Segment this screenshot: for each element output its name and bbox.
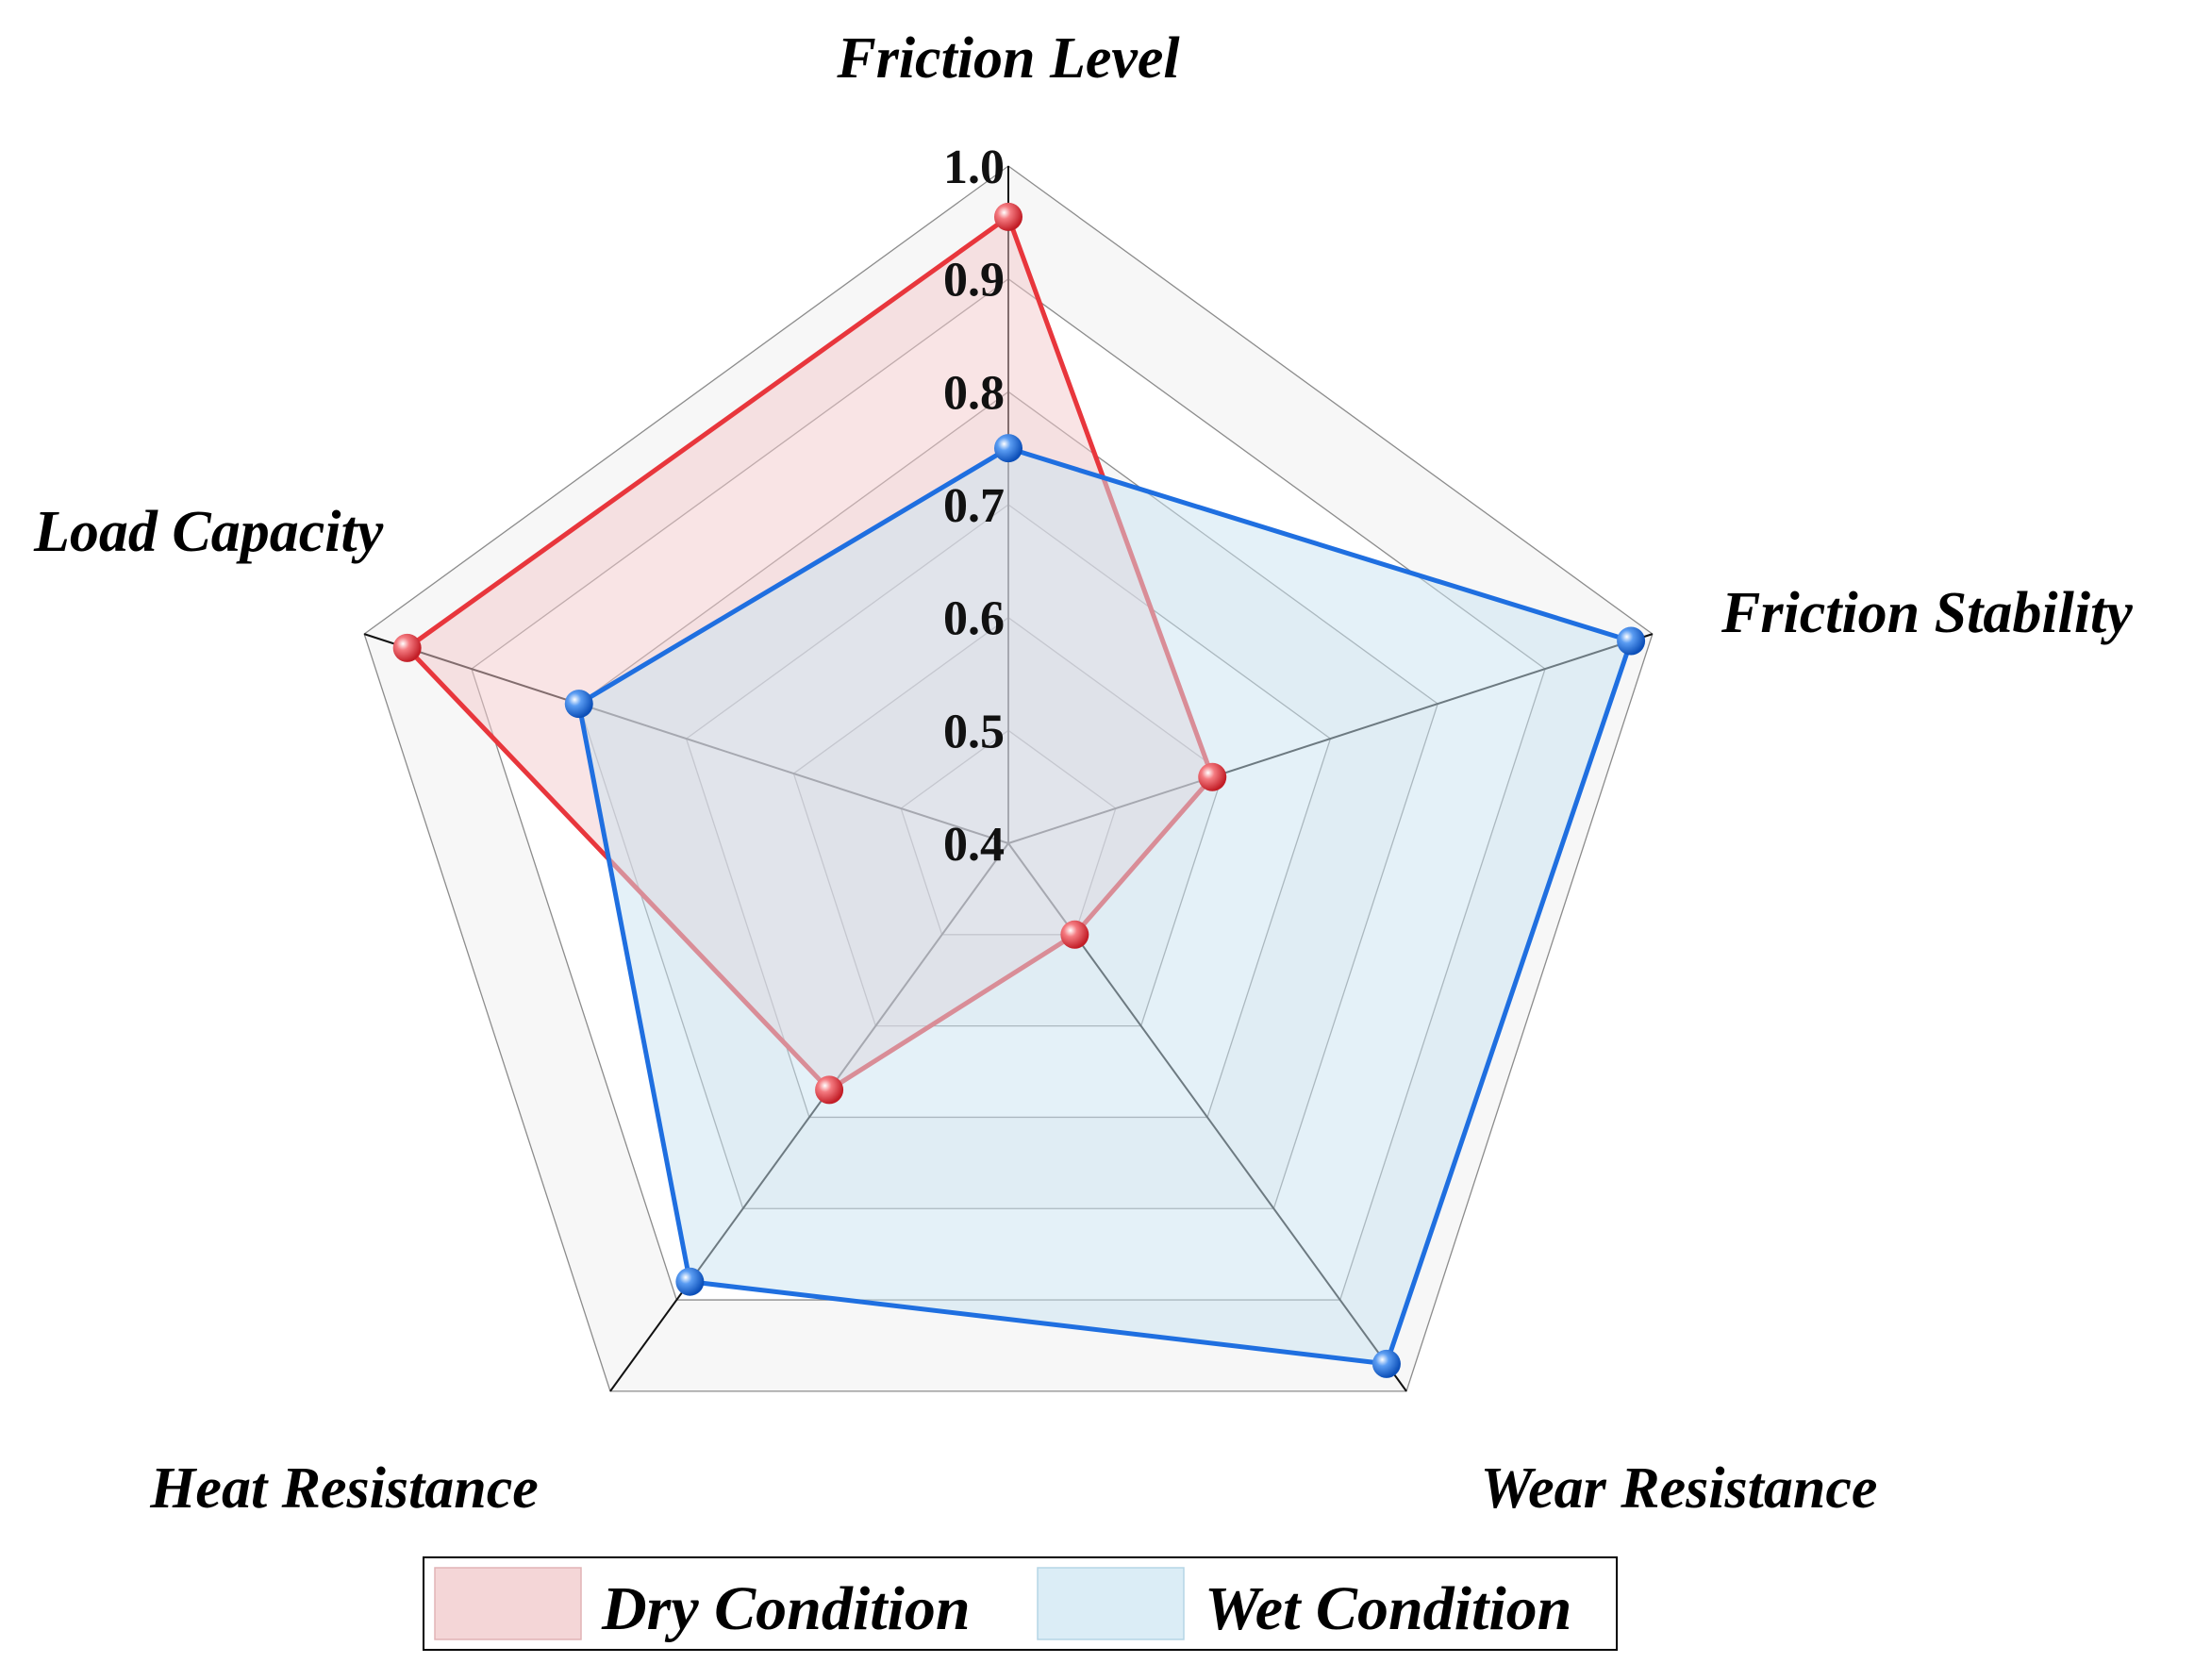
- axis-label: Friction Stability: [1721, 581, 2133, 645]
- tick-label: 0.8: [943, 366, 1005, 420]
- legend-frame: [423, 1556, 1618, 1651]
- data-point-dry: [815, 1075, 844, 1105]
- data-point-wet: [994, 434, 1022, 463]
- legend-label-dry: Dry Condition: [601, 1574, 971, 1643]
- legend-swatch-wet: [1037, 1567, 1185, 1640]
- data-point-wet: [675, 1267, 705, 1296]
- data-point-dry: [1198, 762, 1227, 791]
- tick-label: 0.7: [943, 479, 1005, 533]
- grid-ring: [363, 165, 1654, 1392]
- tick-label: 0.4: [943, 818, 1005, 872]
- radial-tick-labels: 0.4 0.5 0.6 0.7 0.8 0.9 1.0: [943, 141, 1005, 872]
- data-point-wet: [564, 690, 593, 719]
- axis-labels: Friction Level Friction Stability Wear Res…: [33, 26, 2133, 1521]
- data-point-wet: [1617, 626, 1646, 656]
- legend-label-wet: Wet Condition: [1205, 1574, 1571, 1643]
- axis-label: Wear Resistance: [1481, 1456, 1878, 1521]
- axis-label: Load Capacity: [33, 500, 384, 564]
- data-point-dry: [994, 202, 1022, 231]
- tick-label: 0.6: [943, 592, 1005, 646]
- series-markers: [392, 202, 1646, 1378]
- data-point-dry: [1060, 920, 1089, 949]
- tick-label: 1.0: [943, 141, 1005, 194]
- legend: Dry Condition Wet Condition: [423, 1556, 1618, 1651]
- axis-label: Heat Resistance: [149, 1456, 539, 1521]
- tick-label: 0.5: [943, 705, 1005, 758]
- data-point-wet: [1371, 1349, 1401, 1378]
- tick-label: 0.9: [943, 254, 1005, 308]
- legend-swatch-dry: [434, 1567, 582, 1640]
- data-point-dry: [392, 633, 422, 662]
- axis-label: Friction Level: [836, 26, 1180, 91]
- series-area-wet: [576, 445, 1634, 1367]
